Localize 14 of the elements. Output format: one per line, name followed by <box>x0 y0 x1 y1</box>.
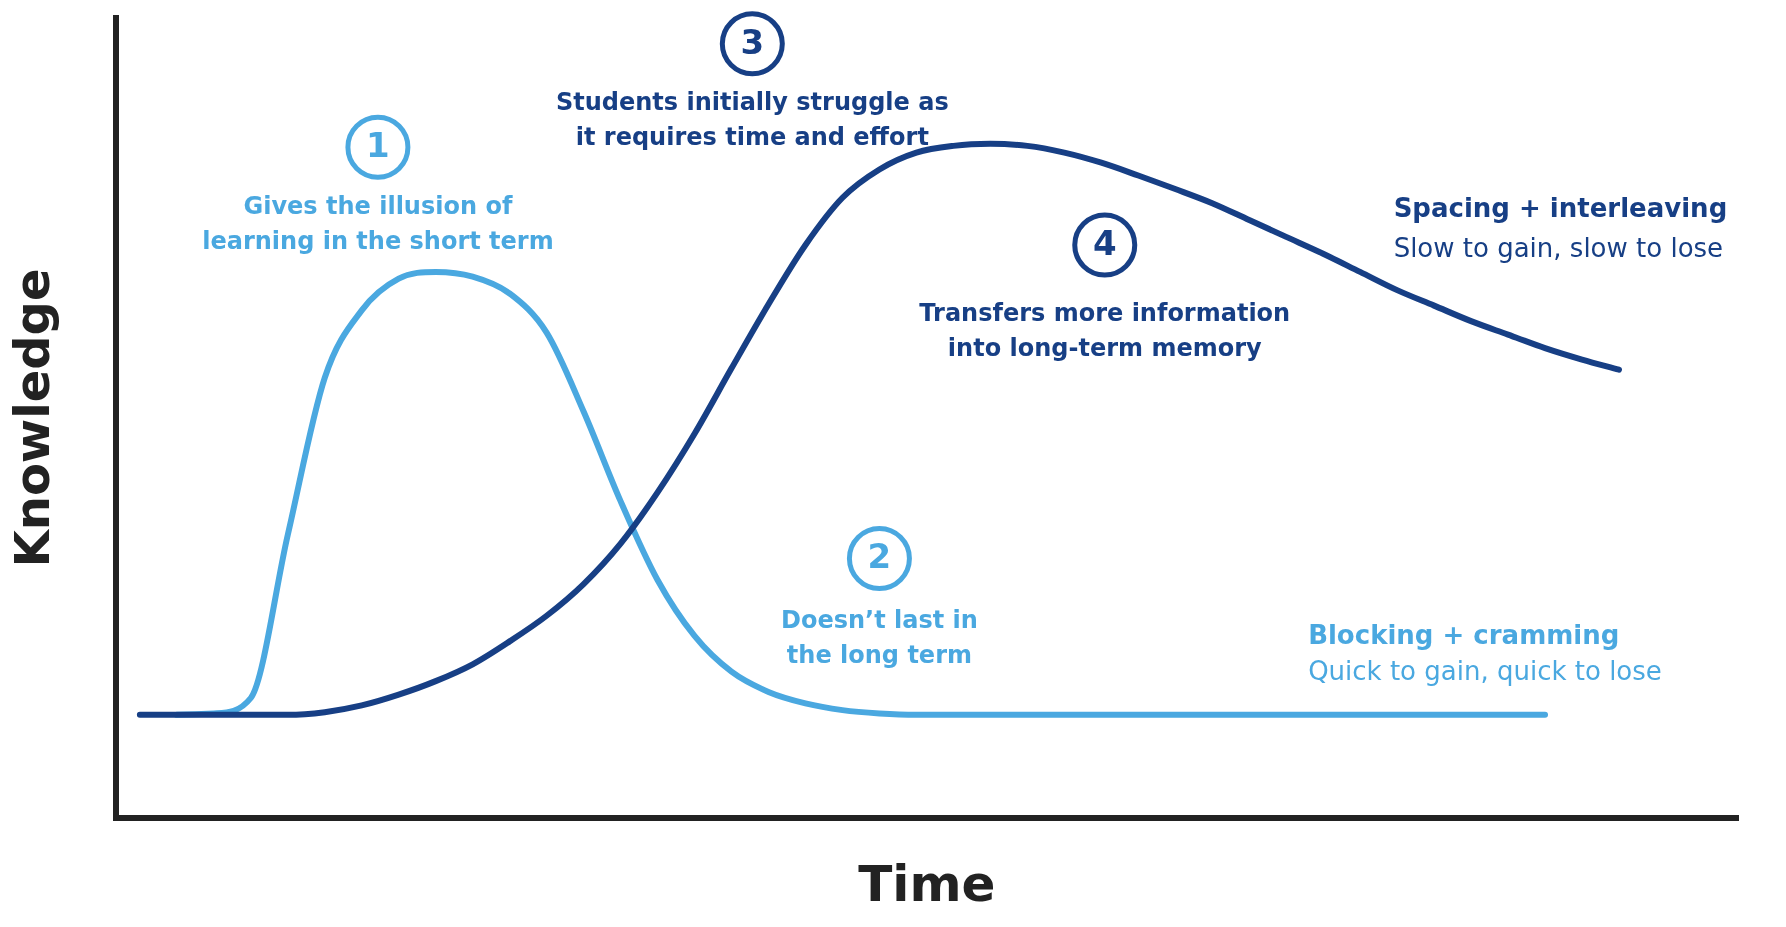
annotation: 1 <box>366 125 390 166</box>
annotation: 2 <box>867 536 892 577</box>
annotation: Gives the illusion of learning in the short term <box>202 192 554 256</box>
text: Blocking + cramming <box>1308 619 1620 650</box>
annotation: Quick to gain, quick to lose <box>1308 655 1662 686</box>
annotation: Doesn’t last in the long term <box>780 605 978 669</box>
annotation: Transfers more information into long-term memory <box>919 298 1291 362</box>
text: Spacing + interleaving <box>1393 192 1728 223</box>
y-axis-title: Knowledge <box>4 268 61 568</box>
annotation: Students initially struggle as it requires time and effort <box>555 87 949 151</box>
x-axis-title: Time <box>858 854 996 913</box>
annotation: 4 <box>1092 222 1117 263</box>
annotation: Slow to gain, slow to lose <box>1393 233 1724 264</box>
text: 3 <box>740 21 765 62</box>
